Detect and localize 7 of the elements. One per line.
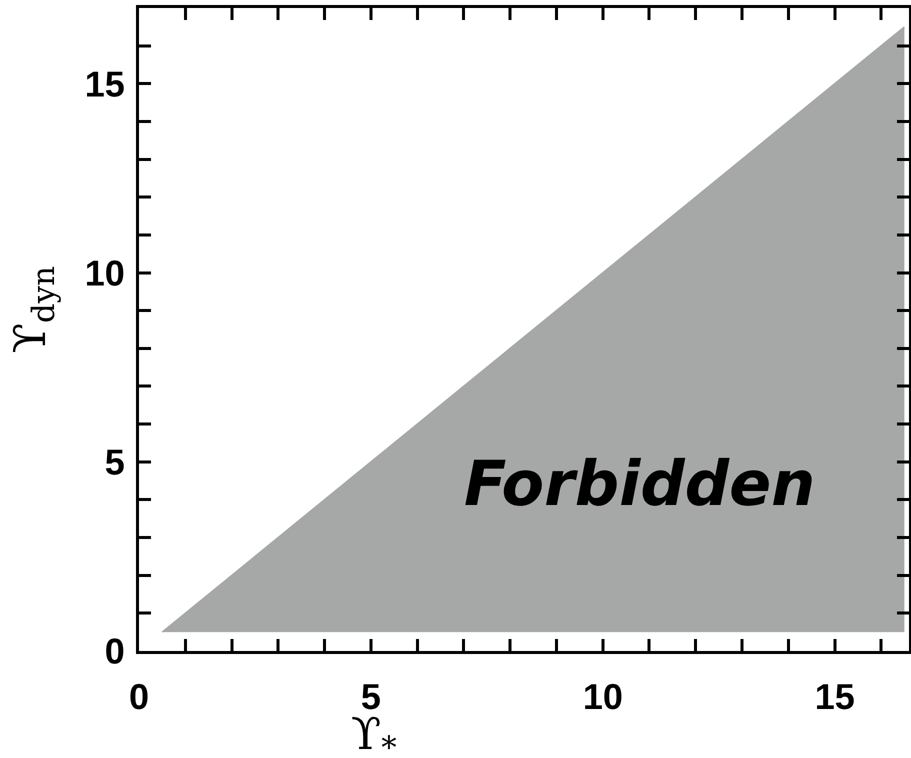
- y-tick-label: 15: [84, 63, 125, 104]
- x-tick-label: 10: [582, 676, 623, 718]
- y-tick-label: 0: [104, 630, 125, 672]
- annotation: Forbidden: [464, 447, 816, 520]
- y-tick-label: 10: [84, 252, 125, 294]
- y-tick-label: 5: [104, 441, 125, 482]
- x-tick-label: 15: [814, 676, 855, 718]
